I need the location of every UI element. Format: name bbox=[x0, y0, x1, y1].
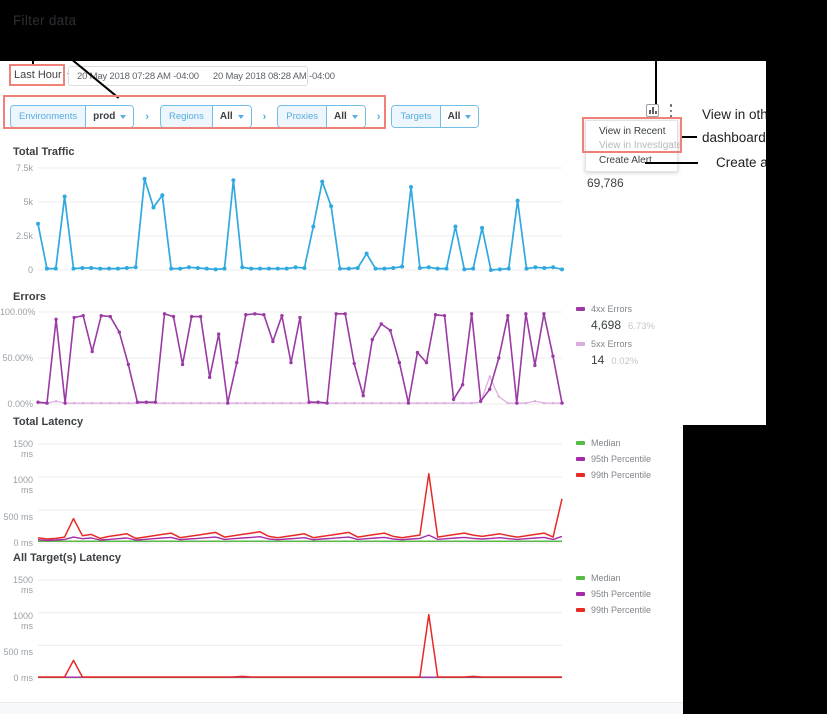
proxies-dropdown[interactable]: All bbox=[325, 106, 365, 127]
y-axis-tick-label: 0 ms bbox=[13, 537, 33, 548]
y-axis-tick-label: 0 bbox=[27, 265, 33, 275]
y-axis-tick-label: 500 ms bbox=[3, 647, 33, 657]
targets-latency-chart bbox=[38, 579, 562, 679]
5xx-legend-label: 5xx Errors bbox=[591, 339, 633, 349]
p95-legend-chip bbox=[576, 457, 585, 461]
filter-group-environments: Environments prod bbox=[10, 105, 135, 128]
menu-item-view-in-recent[interactable]: View in Recent bbox=[599, 125, 666, 137]
4xx-legend-chip bbox=[576, 307, 585, 311]
chevron-down-icon bbox=[120, 114, 127, 119]
p95-legend-chip bbox=[576, 592, 585, 596]
y-axis-tick-label: 1500 ms bbox=[12, 439, 33, 459]
menu-item-view-in-investigate[interactable]: View in Investigate bbox=[599, 140, 683, 152]
median-legend-label: Median bbox=[591, 573, 621, 583]
y-axis-tick-label: 500 ms bbox=[3, 511, 33, 522]
filter-breadcrumb-bar: Environments prod › Regions All › Proxie… bbox=[10, 105, 480, 128]
y-axis-tick-label: 1000 ms bbox=[12, 611, 33, 631]
y-axis-tick-label: 5k bbox=[23, 197, 33, 207]
p99-legend-chip bbox=[576, 473, 585, 477]
total-traffic-chart bbox=[36, 167, 564, 272]
filter-label-environments: Environments bbox=[11, 106, 86, 127]
total-latency-legend: Median 95th Percentile 99th Percentile bbox=[576, 438, 651, 486]
filter-group-targets: Targets All bbox=[391, 105, 480, 128]
y-axis-tick-label: 100.00% bbox=[0, 307, 36, 317]
errors-legend: 4xx Errors 4,698 6.73% 5xx Errors 14 0.0… bbox=[576, 304, 655, 374]
y-axis-tick-label: 7.5k bbox=[15, 163, 33, 173]
date-range-picker[interactable]: 20 May 2018 07:28 AM -04:00 20 May 2018 … bbox=[68, 66, 335, 86]
errors-chart bbox=[36, 311, 564, 405]
y-axis-tick-label: 1500 ms bbox=[12, 575, 33, 595]
median-legend-label: Median bbox=[591, 438, 621, 448]
y-axis-total-traffic: 7.5k 5k 2.5k 0 bbox=[0, 163, 33, 275]
4xx-percent: 6.73% bbox=[628, 321, 655, 332]
more-options-icon[interactable] bbox=[667, 104, 675, 118]
p95-legend-label: 95th Percentile bbox=[591, 589, 652, 599]
breadcrumb-separator: › bbox=[262, 110, 267, 123]
filter-label-regions: Regions bbox=[160, 106, 212, 127]
total-traffic-value: 69,786 bbox=[587, 176, 624, 190]
footer-strip bbox=[0, 702, 827, 714]
chart-type-icon-button[interactable] bbox=[646, 104, 659, 117]
y-axis-total-latency: 1500 ms 1000 ms 500 ms 0 ms bbox=[0, 439, 33, 548]
chevron-down-icon bbox=[465, 114, 472, 119]
annotation-line-to-chart-icon bbox=[655, 30, 657, 104]
p99-legend-chip bbox=[576, 608, 585, 612]
chart-title-total-traffic: Total Traffic bbox=[13, 146, 75, 158]
filter-group-proxies: Proxies All bbox=[277, 105, 366, 128]
chevron-down-icon bbox=[237, 114, 244, 119]
bottom-right-black-mask bbox=[683, 425, 827, 714]
median-legend-chip bbox=[576, 576, 585, 580]
5xx-count: 14 bbox=[591, 353, 605, 367]
breadcrumb-separator: › bbox=[145, 110, 149, 123]
median-legend-chip bbox=[576, 441, 585, 445]
y-axis-errors: 100.00% 50.00% 0.00% bbox=[0, 307, 36, 409]
chart-title-errors: Errors bbox=[13, 291, 47, 303]
y-axis-targets-latency: 1500 ms 1000 ms 500 ms 0 ms bbox=[0, 575, 33, 683]
time-range-label: Last Hour bbox=[14, 69, 62, 81]
top-black-mask bbox=[0, 0, 827, 61]
regions-dropdown[interactable]: All bbox=[211, 106, 251, 127]
filterbar-highlight-box bbox=[3, 95, 386, 129]
4xx-count: 4,698 bbox=[591, 318, 622, 332]
4xx-legend-label: 4xx Errors bbox=[591, 304, 633, 314]
chart-title-total-latency: Total Latency bbox=[13, 416, 84, 428]
y-axis-tick-label: 50.00% bbox=[2, 353, 33, 363]
chart-title-targets-latency: All Target(s) Latency bbox=[13, 552, 121, 564]
annotation-line-to-lasthour bbox=[32, 28, 34, 66]
chevron-down-icon bbox=[351, 114, 358, 119]
filter-label-proxies: Proxies bbox=[278, 106, 326, 127]
y-axis-tick-label: 0.00% bbox=[7, 399, 33, 409]
y-axis-tick-label: 0 ms bbox=[13, 673, 33, 683]
end-date: 20 May 2018 08:28 AM -04:00 bbox=[212, 70, 335, 82]
y-axis-tick-label: 2.5k bbox=[15, 231, 33, 241]
lasthour-highlight-box bbox=[9, 64, 65, 86]
annotation-line-to-create-callout bbox=[645, 162, 698, 164]
filter-label-targets: Targets bbox=[392, 106, 440, 127]
p99-legend-label: 99th Percentile bbox=[591, 470, 652, 480]
targets-latency-legend: Median 95th Percentile 99th Percentile bbox=[576, 573, 651, 621]
environments-dropdown[interactable]: prod bbox=[85, 106, 134, 127]
total-latency-chart bbox=[37, 443, 563, 544]
menu-highlight-box bbox=[582, 117, 682, 153]
annotation-line-to-dashboards-callout bbox=[681, 136, 697, 138]
5xx-percent: 0.02% bbox=[611, 356, 639, 367]
targets-dropdown[interactable]: All bbox=[439, 106, 479, 127]
callout-create-alert: Create a bbox=[716, 155, 768, 170]
p95-legend-label: 95th Percentile bbox=[591, 454, 652, 464]
start-date: 20 May 2018 07:28 AM -04:00 bbox=[77, 70, 199, 82]
y-axis-tick-label: 1000 ms bbox=[12, 475, 33, 496]
p99-legend-label: 99th Percentile bbox=[591, 605, 652, 615]
callout-view-dashboards-line1: View in oth bbox=[702, 107, 768, 122]
filter-data-annotation: Filter data bbox=[13, 13, 77, 28]
breadcrumb-separator: › bbox=[376, 110, 381, 123]
5xx-legend-chip bbox=[576, 342, 585, 346]
callout-view-dashboards-line2: dashboard bbox=[702, 130, 766, 145]
menu-item-create-alert[interactable]: Create Alert bbox=[599, 155, 652, 167]
